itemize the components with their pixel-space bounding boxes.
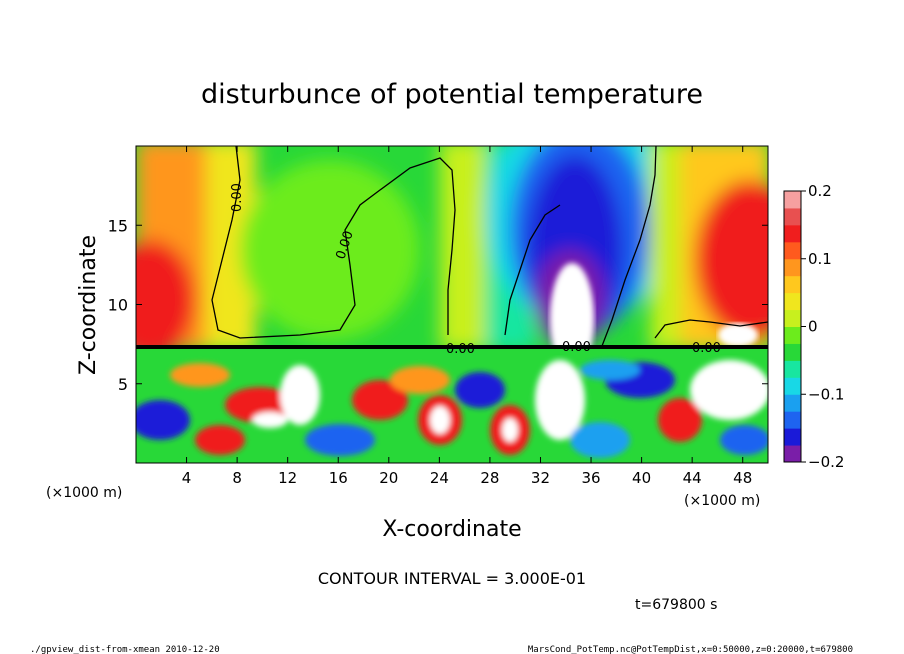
lower-field bbox=[136, 345, 768, 463]
boundary-band bbox=[136, 345, 768, 349]
footer-right: MarsCond_PotTemp.nc@PotTempDist,x=0:5000… bbox=[528, 645, 853, 654]
colorbar-swatch bbox=[784, 326, 801, 344]
colorbar-tick-label: 0.2 bbox=[808, 182, 832, 200]
x-tick-label: 8 bbox=[232, 469, 242, 487]
colorbar-swatch bbox=[784, 292, 801, 311]
colorbar-swatch bbox=[784, 241, 801, 260]
colorbar-tick-label: −0.2 bbox=[808, 453, 844, 471]
upper-field bbox=[136, 146, 768, 360]
colorbar-swatch bbox=[784, 377, 801, 395]
colorbar-swatch bbox=[784, 343, 801, 361]
x-tick-label: 28 bbox=[480, 469, 499, 487]
x-unit-label-left: (×1000 m) bbox=[46, 485, 122, 501]
plot-area: 0.00 0.00 0.00 0.00 0.00 bbox=[136, 146, 768, 463]
colorbar-swatch bbox=[784, 360, 801, 378]
x-axis: 4 8 12 16 20 24 28 32 36 40 44 48 bbox=[182, 146, 752, 487]
x-tick-label: 4 bbox=[182, 469, 192, 487]
footer-left: ./gpview_dist-from-xmean 2010-12-20 bbox=[30, 645, 220, 654]
y-axis-title: Z-coordinate bbox=[76, 235, 101, 375]
zero-contours bbox=[211, 146, 768, 347]
contour-interval: CONTOUR INTERVAL = 3.000E-01 bbox=[318, 569, 586, 588]
x-tick-label: 36 bbox=[581, 469, 600, 487]
x-tick-label: 48 bbox=[733, 469, 752, 487]
colorbar-swatch bbox=[784, 445, 801, 463]
x-axis-title: X-coordinate bbox=[382, 517, 521, 542]
x-tick-label: 16 bbox=[329, 469, 348, 487]
contour-label: 0.00 bbox=[692, 341, 721, 356]
contour-labels: 0.00 0.00 0.00 0.00 0.00 bbox=[230, 183, 721, 357]
white-patch-right bbox=[718, 323, 758, 347]
y-axis: 5 10 15 bbox=[108, 216, 768, 394]
colorbar: 0.2 0.1 0 −0.1 −0.2 bbox=[783, 182, 844, 471]
colorbar-swatch bbox=[784, 207, 801, 226]
colorbar-swatch bbox=[784, 191, 801, 209]
colorbar-tick-label: 0.1 bbox=[808, 250, 832, 268]
colorbar-swatch bbox=[784, 224, 801, 243]
colorbar-swatch bbox=[784, 275, 801, 294]
x-tick-label: 44 bbox=[683, 469, 702, 487]
x-tick-label: 32 bbox=[531, 469, 550, 487]
y-tick-label: 10 bbox=[108, 296, 128, 315]
x-tick-label: 12 bbox=[278, 469, 297, 487]
colorbar-swatch bbox=[784, 411, 801, 429]
x-tick-label: 24 bbox=[430, 469, 449, 487]
y-tick-label: 5 bbox=[118, 375, 128, 394]
chart-title: disturbunce of potential temperature bbox=[201, 79, 703, 110]
x-tick-label: 40 bbox=[632, 469, 651, 487]
colorbar-swatch bbox=[784, 428, 801, 446]
contour-label: 0.00 bbox=[446, 342, 475, 357]
y-tick-label: 15 bbox=[108, 216, 128, 235]
time-label: t=679800 s bbox=[635, 597, 717, 613]
colorbar-tick-label: 0 bbox=[808, 318, 818, 336]
colorbar-tick-label: −0.1 bbox=[808, 385, 844, 403]
colorbar-swatch bbox=[784, 309, 801, 327]
x-unit-label-right: (×1000 m) bbox=[684, 493, 760, 509]
colorbar-swatch bbox=[784, 394, 801, 412]
contour-label: 0.00 bbox=[562, 340, 591, 355]
x-tick-label: 20 bbox=[379, 469, 398, 487]
colorbar-swatch bbox=[784, 258, 801, 277]
contour-label: 0.00 bbox=[230, 183, 245, 212]
